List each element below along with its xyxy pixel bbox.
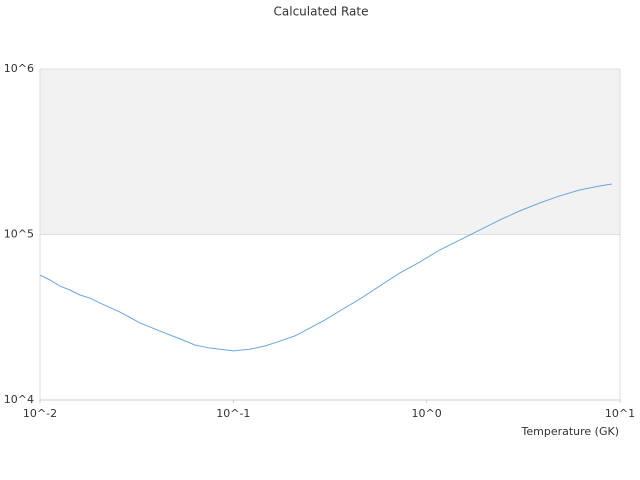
chart-title: Calculated Rate [274,5,369,19]
y-tick-label: 10^4 [4,393,34,406]
grid-band [40,69,620,235]
x-tick-label: 10^1 [605,407,635,420]
x-tick-label: 10^-1 [216,407,250,420]
x-axis-label: Temperature (GK) [521,425,620,438]
x-tick-label: 10^-2 [23,407,57,420]
y-tick-label: 10^5 [4,228,34,241]
x-tick-label: 10^0 [412,407,442,420]
data-line [39,183,612,352]
y-tick-label: 10^6 [4,62,34,75]
